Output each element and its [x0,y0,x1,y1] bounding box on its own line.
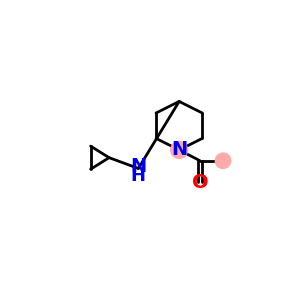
Text: H: H [131,167,146,185]
Text: O: O [192,173,208,192]
Circle shape [215,153,231,168]
Text: N: N [171,140,187,160]
Circle shape [171,142,188,158]
Text: N: N [130,158,146,176]
